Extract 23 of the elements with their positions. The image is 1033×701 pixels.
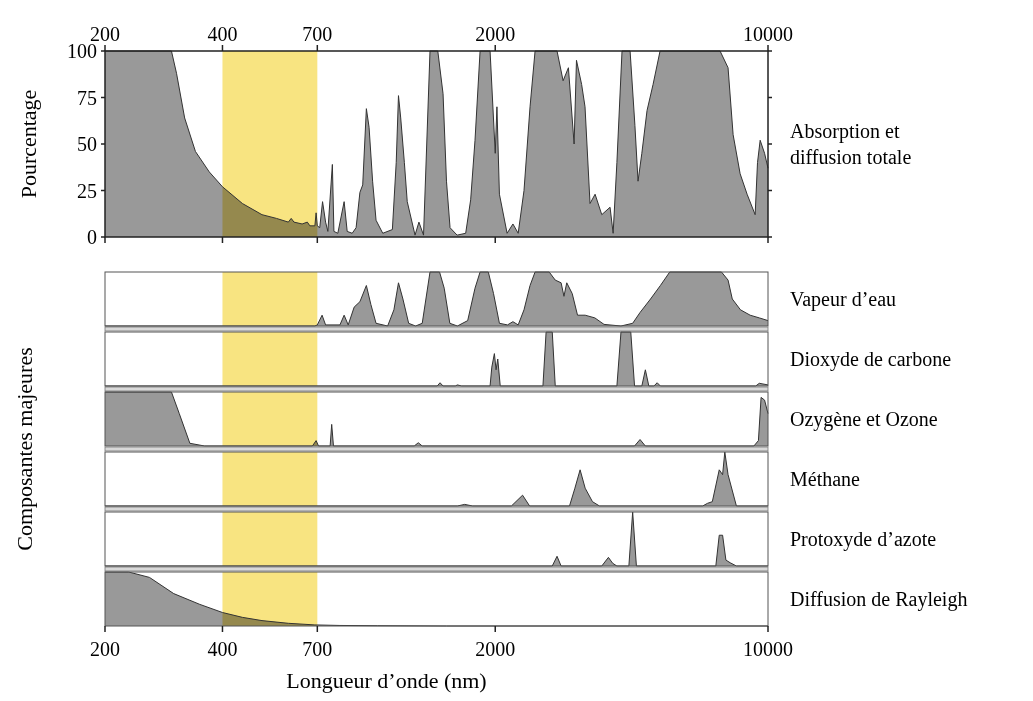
x-tick-label: 700 — [302, 638, 333, 660]
series-label: Ozygène et Ozone — [790, 408, 938, 431]
x-axis-title: Longueur d’onde (nm) — [286, 668, 487, 693]
y-tick-label: 25 — [77, 179, 97, 202]
y-tick-label: 75 — [77, 86, 97, 109]
y-axis-title: Pourcentage — [16, 89, 41, 199]
x-tick-label: 10000 — [743, 23, 793, 45]
series-label: Méthane — [790, 468, 861, 490]
x-tick-label: 700 — [302, 23, 333, 45]
x-tick-label: 400 — [207, 638, 238, 660]
x-tick-label: 400 — [207, 23, 238, 45]
y-tick-label: 50 — [77, 133, 97, 155]
x-tick-label: 200 — [90, 638, 120, 660]
series-label: Protoxyde d’azote — [790, 528, 937, 551]
series-label: Dioxyde de carbone — [790, 348, 952, 371]
y-axis-title: Composantes majeures — [12, 347, 37, 551]
text: Diffusion de Rayleigh — [790, 588, 968, 611]
text: Absorption et diffusion totale — [790, 120, 912, 168]
x-tick-label: 2000 — [475, 638, 516, 660]
x-tick-label: 10000 — [743, 638, 793, 660]
x-tick-label: 2000 — [475, 23, 516, 45]
y-tick-label: 0 — [87, 226, 97, 248]
series-label: Vapeur d’eau — [790, 288, 897, 311]
